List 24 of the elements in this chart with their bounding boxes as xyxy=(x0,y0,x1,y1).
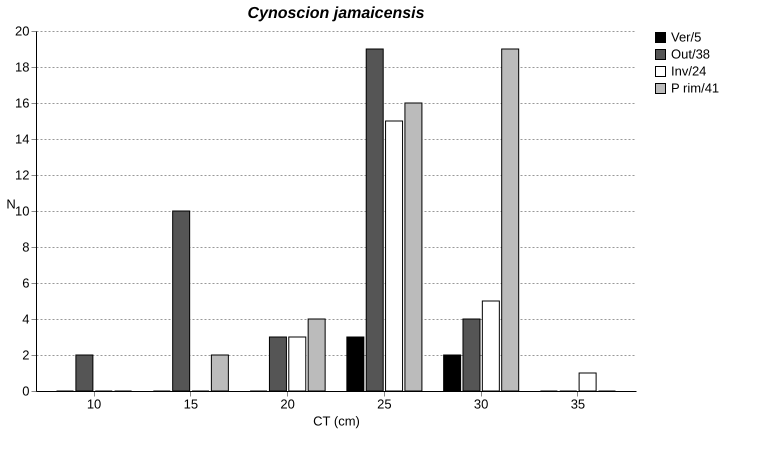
x-tick-label: 35 xyxy=(570,396,586,412)
x-axis-title: CT (cm) xyxy=(313,414,360,428)
x-tick-label: 10 xyxy=(86,396,102,412)
legend-label: Ver/5 xyxy=(671,30,702,44)
y-tick-label: 8 xyxy=(22,240,30,254)
y-tick-label: 2 xyxy=(22,348,30,362)
x-tick-label: 20 xyxy=(280,396,295,412)
legend-label: Out/38 xyxy=(671,46,710,62)
x-tick-label: 30 xyxy=(474,396,488,412)
legend-label: Inv/24 xyxy=(671,64,706,78)
x-tick-label: 25 xyxy=(377,396,392,412)
legend-label: P rim/41 xyxy=(671,80,720,96)
y-tick-label: 16 xyxy=(15,96,30,110)
y-tick-label: 0 xyxy=(22,384,30,398)
y-axis-title: N xyxy=(6,196,16,212)
y-tick-label: 4 xyxy=(22,312,30,326)
y-tick-label: 10 xyxy=(15,204,30,218)
x-tick-label: 15 xyxy=(184,396,198,412)
y-tick-label: 14 xyxy=(15,132,30,146)
y-tick-label: 12 xyxy=(15,168,30,182)
y-tick-label: 6 xyxy=(22,276,30,290)
y-tick-label: 18 xyxy=(15,60,30,74)
chart-title: Cynoscion jamaicensis xyxy=(248,5,425,22)
y-tick-label: 20 xyxy=(15,24,30,38)
